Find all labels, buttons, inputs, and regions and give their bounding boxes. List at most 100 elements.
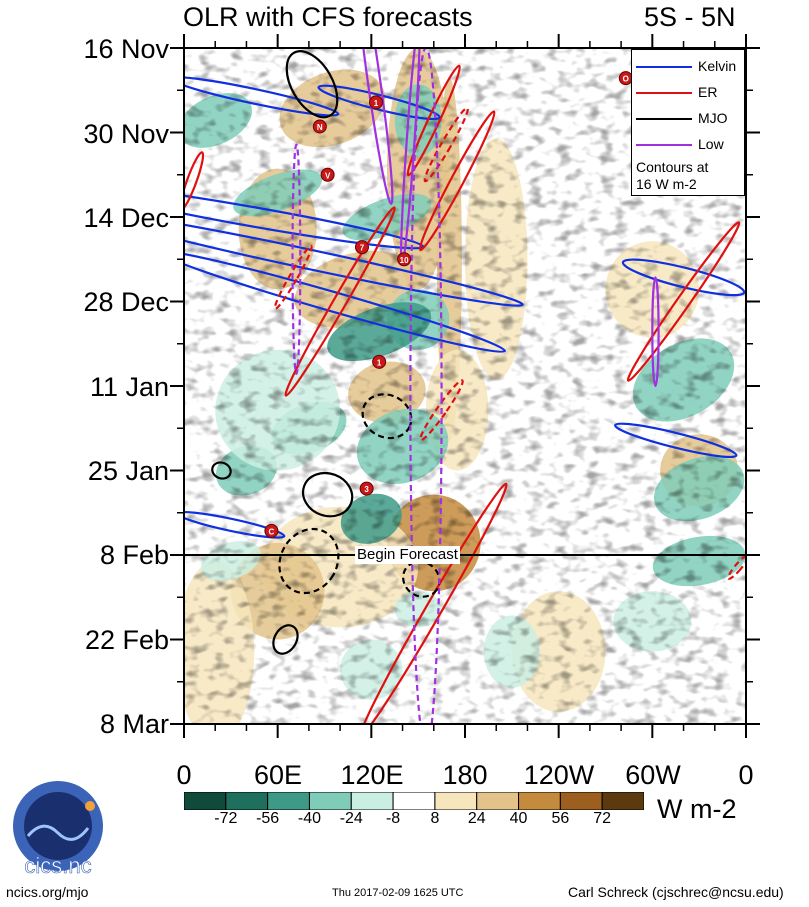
kelvin-contour [184, 510, 286, 539]
mjo-contour [285, 50, 339, 119]
x-tick-label: 0 [176, 760, 192, 790]
er-contour [359, 482, 508, 724]
er-contour [418, 110, 496, 252]
footer-author: Carl Schreck (cjschrec@ncsu.edu) [568, 884, 784, 900]
storm-marker-label: 1 [377, 358, 382, 367]
y-tick-label: 8 Feb [99, 540, 169, 570]
colorbar-tick-label: 24 [467, 810, 486, 827]
y-tick-label: 8 Mar [99, 709, 169, 739]
storm-marker-label: O [623, 75, 629, 84]
legend-label: Low [698, 136, 724, 152]
colorbar-swatch [308, 792, 352, 810]
legend-item-low: Low [636, 136, 724, 152]
er-contour-dashed [273, 244, 313, 310]
legend-note: Contours at 16 W m-2 [636, 159, 708, 193]
storm-marker-label: V [325, 171, 331, 180]
colorbar-swatch [434, 792, 478, 810]
x-tick-label: 60W [625, 760, 681, 790]
legend-item-er: ER [636, 84, 717, 100]
x-tick-label: 180 [442, 760, 488, 790]
storm-marker-label: 3 [364, 485, 369, 494]
storm-marker [369, 95, 384, 110]
er-contour [626, 221, 741, 382]
legend-label: Kelvin [698, 58, 737, 74]
storm-marker [320, 167, 335, 182]
colorbar-tick-label: 56 [551, 810, 570, 827]
mjo-contour [211, 461, 232, 480]
legend-item-mjo: MJO [636, 110, 728, 126]
logo-wave [26, 824, 90, 841]
logo-inner [24, 792, 92, 860]
er-contour-dashed [419, 379, 464, 442]
colorbar-tick-label: 8 [430, 810, 440, 827]
x-tick-label: 0 [738, 760, 754, 790]
legend-note-line: 16 W m-2 [636, 176, 697, 192]
legend-item-kelvin: Kelvin [636, 58, 736, 74]
low-contour [651, 276, 660, 388]
axis-ticks [170, 34, 760, 738]
y-tick-label: 16 Nov [83, 34, 169, 64]
colorbar-swatch [518, 792, 561, 810]
cics-logo: cics.nc [13, 781, 103, 878]
low-contour [355, 48, 394, 205]
legend-swatch [636, 118, 692, 121]
y-tick-label: 22 Feb [84, 625, 169, 655]
er-contour [184, 151, 205, 211]
er-contour-dashed [423, 106, 469, 183]
low-contour-dashed [291, 143, 302, 376]
er-contour [284, 206, 396, 397]
colorbar-unit: W m-2 [657, 794, 737, 824]
begin-forecast-label: Begin Forecast [355, 546, 460, 564]
region-label: 5S - 5N [644, 2, 736, 32]
kelvin-contour [621, 258, 746, 297]
colorbar-tick-label: -40 [297, 810, 322, 827]
x-tick-label: 120E [340, 760, 404, 790]
mjo-contour [272, 624, 299, 655]
legend-swatch [636, 144, 692, 147]
colorbar-swatch [267, 792, 310, 810]
y-tick-label: 14 Dec [83, 203, 169, 233]
legend-note-line: Contours at [636, 159, 709, 175]
colorbar-tick-label: -56 [256, 810, 280, 827]
low-contour-dashed [409, 48, 443, 724]
kelvin-contour [184, 250, 506, 353]
legend-swatch [636, 66, 692, 69]
y-tick-label: 28 Dec [83, 287, 169, 317]
colorbar-swatch [350, 792, 394, 810]
er-contour [406, 64, 461, 177]
storm-marker-label: 7 [360, 244, 365, 253]
colorbar-swatch [225, 792, 269, 810]
er-contour-dashed [727, 554, 746, 580]
legend-label: MJO [698, 110, 728, 126]
colorbar-tick-label: 40 [509, 810, 528, 827]
colorbar-tick-label: 72 [593, 810, 612, 827]
mjo-contour-dashed [278, 527, 340, 595]
colorbar-swatch [184, 792, 227, 810]
mjo-contour [301, 471, 354, 518]
storm-marker [354, 240, 369, 255]
storm-marker-label: C [269, 527, 275, 536]
footer-url: ncics.org/mjo [6, 884, 89, 900]
storm-marker [264, 523, 279, 538]
kelvin-contour [317, 84, 441, 121]
storm-marker-label: 10 [400, 256, 409, 265]
legend-label: ER [698, 84, 718, 100]
logo-text: cics.nc [24, 853, 91, 878]
colorbar-swatch [392, 792, 436, 810]
colorbar-tick-label: -72 [214, 810, 238, 827]
storm-marker-label: N [317, 123, 323, 132]
chart-title: OLR with CFS forecasts [183, 2, 473, 32]
y-tick-label: 25 Jan [87, 456, 169, 486]
mjo-contour-dashed [402, 560, 441, 598]
footer-timestamp: Thu 2017-02-09 1625 UTC [332, 887, 464, 899]
y-tick-label: 30 Nov [83, 119, 169, 149]
storm-marker [372, 354, 387, 369]
logo-sun [85, 801, 95, 811]
y-tick-label: 11 Jan [89, 372, 169, 402]
colorbar-swatch [476, 792, 520, 810]
storm-marker [359, 481, 374, 496]
x-tick-label: 120W [523, 760, 595, 790]
colorbar-tick-label: -8 [385, 810, 401, 827]
legend-swatch [636, 92, 692, 95]
